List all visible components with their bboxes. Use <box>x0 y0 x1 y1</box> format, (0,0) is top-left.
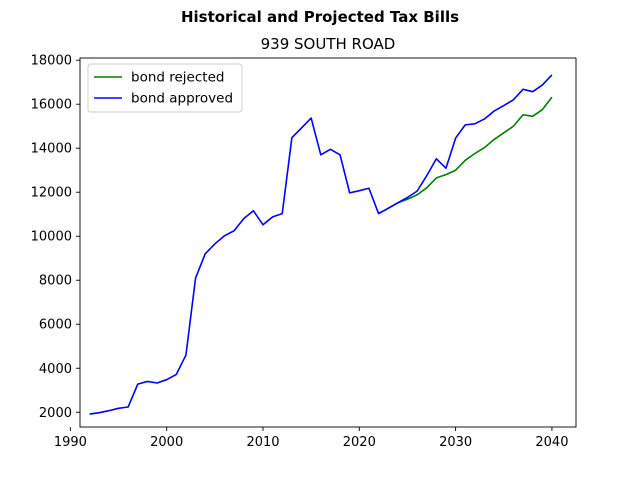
legend-entry: bond approved <box>131 91 233 107</box>
y-tick-label: 6000 <box>39 318 72 333</box>
y-tick-label: 16000 <box>31 98 72 113</box>
x-tick-label: 2010 <box>246 435 279 450</box>
legend-box <box>87 63 243 113</box>
axes-frame <box>79 57 577 428</box>
series-line-bond-approved <box>89 74 553 415</box>
x-tick-label: 2030 <box>439 435 472 450</box>
y-tick-label: 14000 <box>31 142 72 157</box>
x-tick-label: 2040 <box>535 435 568 450</box>
plot-area: 1990 2000 2010 2020 2030 2040 2000 4000 6000 8000… <box>31 54 577 450</box>
y-tick-label: 4000 <box>39 362 72 377</box>
x-tick-label: 2000 <box>150 435 183 450</box>
chart-title: Historical and Projected Tax Bills <box>181 8 459 26</box>
y-tick-label: 10000 <box>31 230 72 245</box>
chart-subtitle: 939 SOUTH ROAD <box>261 35 396 53</box>
y-tick-label: 18000 <box>31 54 72 69</box>
x-tick-label: 2020 <box>343 435 376 450</box>
y-tick-label: 2000 <box>39 406 72 421</box>
x-tick-label: 1990 <box>54 435 87 450</box>
legend: bond rejected bond approved <box>87 63 243 113</box>
series-line-bond-rejected <box>378 96 553 215</box>
legend-entry: bond rejected <box>131 70 224 86</box>
y-tick-label: 12000 <box>31 186 72 201</box>
y-tick-label: 8000 <box>39 274 72 289</box>
